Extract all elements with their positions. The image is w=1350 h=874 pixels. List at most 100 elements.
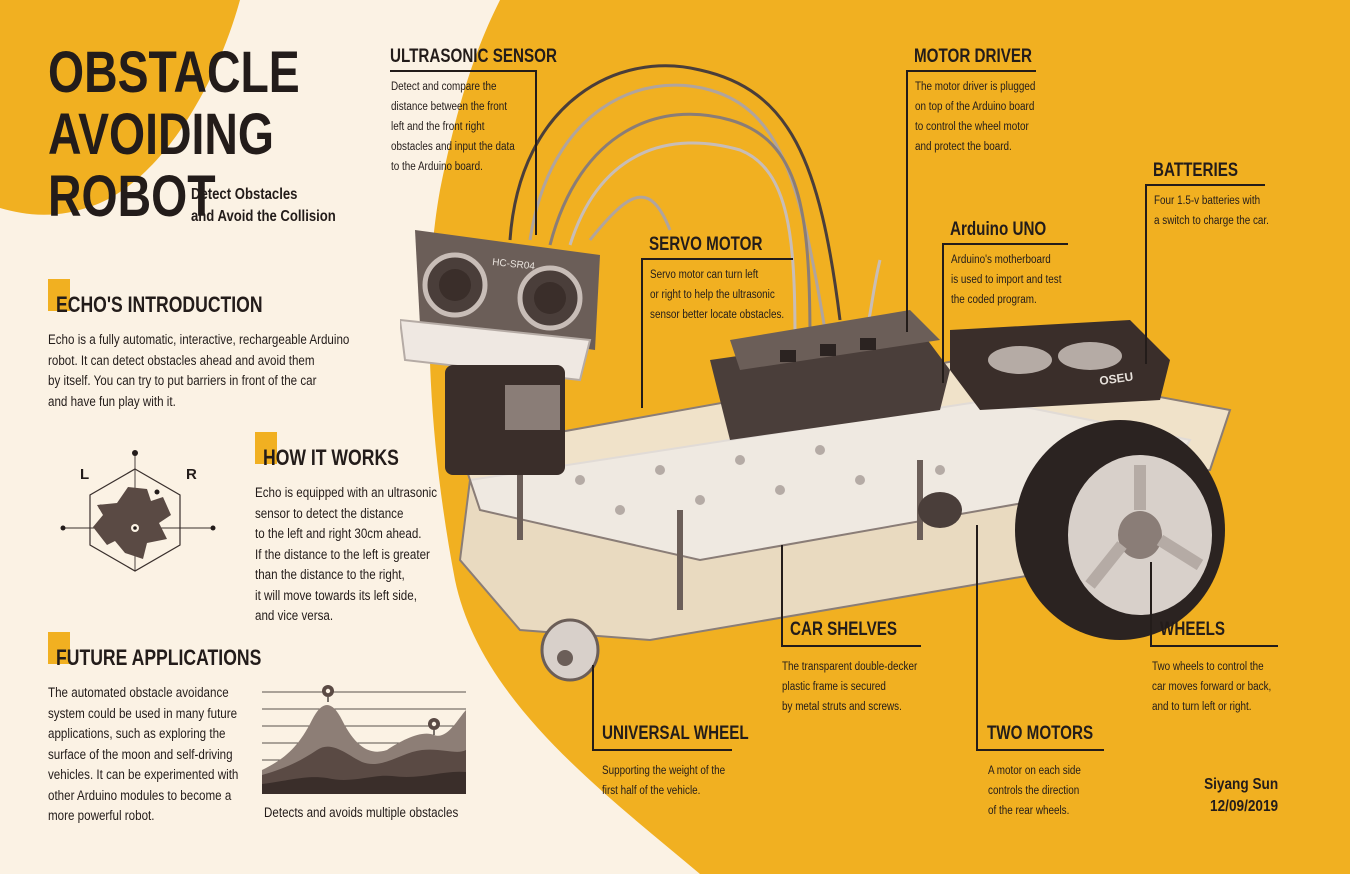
shelves-heading: CAR SHELVES [790, 619, 897, 640]
leader-line [592, 665, 594, 750]
intro-heading: ECHO'S INTRODUCTION [56, 292, 263, 317]
rear-wheel [1015, 420, 1225, 640]
leader-line [976, 749, 1104, 751]
text-line: car moves forward or back, [1152, 681, 1272, 693]
text-line: a switch to charge the car. [1154, 215, 1269, 227]
text-line: robot. It can detect obstacles ahead and… [48, 352, 315, 368]
text-line: plastic frame is secured [782, 681, 886, 693]
text-line: and protect the board. [915, 141, 1012, 153]
leader-line [535, 70, 537, 235]
text-line: or right to help the ultrasonic [650, 289, 775, 301]
future-text: The automated obstacle avoidance system … [48, 683, 238, 827]
motor-driver-heading: MOTOR DRIVER [914, 46, 1032, 67]
text-line: on top of the Arduino board [915, 101, 1035, 113]
left-label: L [80, 466, 90, 483]
credit-date: 12/09/2019 [1209, 798, 1278, 815]
text-line: left and the front right [391, 121, 485, 133]
text-line: by itself. You can try to put barriers i… [48, 373, 317, 388]
text-line: The motor driver is plugged [915, 81, 1036, 93]
robot-photo: HC-SR04 OSEU [400, 64, 1232, 682]
arduino-heading: Arduino UNO [950, 219, 1047, 240]
text-line: sensor to detect the distance [255, 505, 404, 521]
leader-line [781, 645, 921, 647]
motor-driver-text: The motor driver is plugged on top of th… [915, 77, 1035, 157]
text-line: more powerful robot. [48, 808, 155, 823]
universal-wheel-text: Supporting the weight of the first half … [602, 761, 725, 801]
leader-line [1150, 645, 1278, 647]
text-line: by metal struts and screws. [782, 701, 902, 713]
batteries-text: Four 1.5-v batteries with a switch to ch… [1154, 191, 1269, 231]
arduino-text: Arduino's motherboard is used to import … [951, 250, 1061, 310]
leader-line [641, 258, 793, 260]
page-subtitle: Detect Obstacles and Avoid the Collision [191, 184, 336, 228]
servo-text: Servo motor can turn left or right to he… [650, 265, 784, 325]
ultrasonic-sensor: HC-SR04 [415, 230, 600, 350]
text-line: surface of the moon and self-driving [48, 746, 233, 762]
wheels-text: Two wheels to control the car moves forw… [1152, 657, 1271, 717]
leader-line [976, 525, 978, 750]
text-line: of the rear wheels. [988, 805, 1070, 817]
text-line: other Arduino modules to become a [48, 787, 232, 803]
text-line: distance between the front [391, 101, 508, 113]
text-line: first half of the vehicle. [602, 785, 701, 797]
leader-line [1145, 184, 1147, 364]
sensor-blob [93, 487, 171, 559]
leader-line [906, 70, 908, 332]
title-line: ROBOT [48, 164, 216, 229]
leader-line [641, 258, 643, 408]
leader-line [592, 749, 732, 751]
text-line: to the Arduino board. [391, 161, 483, 173]
text-line: to control the wheel motor [915, 121, 1029, 133]
text-line: Supporting the weight of the [602, 765, 726, 777]
how-text: Echo is equipped with an ultrasonic sens… [255, 483, 437, 627]
leader-line [781, 545, 783, 646]
graph-caption: Detects and avoids multiple obstacles [264, 805, 459, 820]
text-line: to the left and right 30cm ahead. [255, 526, 422, 541]
text-line: and vice versa. [255, 608, 334, 623]
text-line: Two wheels to control the [1152, 661, 1264, 673]
sensor-model-label: HC-SR04 [492, 257, 536, 272]
future-heading: FUTURE APPLICATIONS [56, 645, 262, 670]
text-line: Four 1.5-v batteries with [1154, 195, 1261, 207]
text-line: applications, such as exploring the [48, 726, 226, 741]
text-line: is used to import and test [951, 274, 1062, 286]
text-line: the coded program. [951, 294, 1037, 306]
text-line: than the distance to the right, [255, 567, 405, 582]
author-name: Siyang Sun [1203, 776, 1278, 793]
leader-line [942, 243, 1068, 245]
text-line: Echo is equipped with an ultrasonic [255, 485, 438, 500]
subtitle-line: Detect Obstacles [191, 186, 298, 203]
sensor-hexagon-diagram [60, 450, 216, 572]
text-line: Arduino's motherboard [951, 254, 1051, 266]
text-line: obstacles and input the data [391, 141, 515, 153]
battery-box [950, 320, 1170, 410]
batteries-heading: BATTERIES [1153, 160, 1239, 181]
ultrasonic-heading: ULTRASONIC SENSOR [390, 46, 557, 67]
leader-line [906, 70, 1036, 72]
section-marker [48, 279, 70, 311]
text-line: Echo is a fully automatic, interactive, … [48, 332, 350, 347]
universal-wheel-heading: UNIVERSAL WHEEL [602, 723, 749, 744]
universal-wheel [540, 618, 600, 682]
text-line: If the distance to the left is greater [255, 546, 430, 562]
leader-line [942, 243, 944, 383]
text-line: controls the direction [988, 785, 1080, 797]
servo-heading: SERVO MOTOR [649, 234, 763, 255]
leader-line [1145, 184, 1265, 186]
battery-label: OSEU [1098, 369, 1134, 388]
text-line: and to turn left or right. [1152, 701, 1252, 713]
text-line: it will move towards its left side, [255, 587, 417, 603]
page-title: OBSTACLE AVOIDING ROBOT [48, 42, 300, 228]
motor [918, 492, 962, 528]
how-heading: HOW IT WORKS [263, 445, 399, 470]
text-line: system could be used in many future [48, 705, 238, 721]
title-line: AVOIDING [48, 102, 274, 167]
text-line: Servo motor can turn left [650, 269, 759, 281]
subtitle-line: and Avoid the Collision [191, 208, 336, 225]
text-line: Detect and compare the [391, 81, 497, 93]
intro-text: Echo is a fully automatic, interactive, … [48, 330, 349, 412]
wheels-heading: WHEELS [1160, 619, 1226, 640]
section-marker [255, 432, 277, 464]
two-motors-text: A motor on each side controls the direct… [988, 761, 1081, 821]
two-motors-heading: TWO MOTORS [987, 723, 1094, 744]
